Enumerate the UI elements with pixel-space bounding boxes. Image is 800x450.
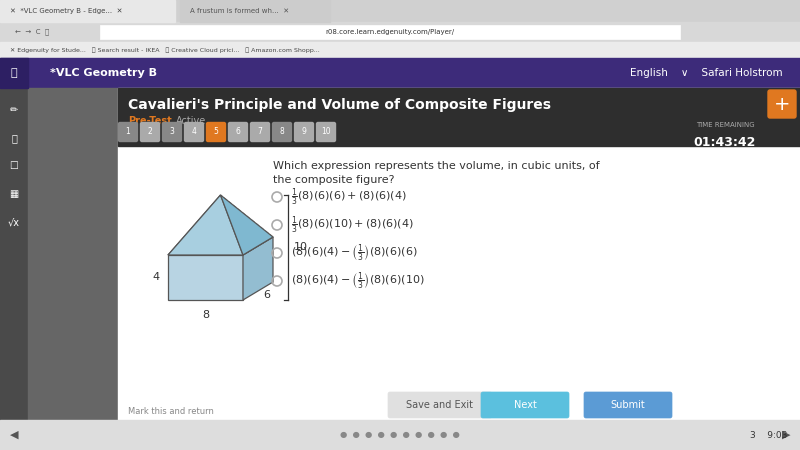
- Bar: [0, 0, 175, 22]
- Text: ☐: ☐: [10, 161, 18, 171]
- Text: ▶: ▶: [782, 430, 790, 440]
- Text: Active: Active: [176, 116, 206, 126]
- Text: 4: 4: [153, 273, 159, 283]
- FancyBboxPatch shape: [388, 392, 492, 418]
- Bar: [28, 88, 118, 420]
- FancyBboxPatch shape: [584, 392, 672, 418]
- Text: 7: 7: [258, 127, 262, 136]
- FancyBboxPatch shape: [185, 122, 203, 141]
- Text: √x: √x: [8, 217, 20, 227]
- FancyBboxPatch shape: [481, 392, 569, 418]
- FancyBboxPatch shape: [118, 122, 138, 141]
- FancyBboxPatch shape: [317, 122, 335, 141]
- Text: Save and Exit: Save and Exit: [406, 400, 474, 410]
- FancyBboxPatch shape: [141, 122, 159, 141]
- Text: ✕  *VLC Geometry B - Edge...  ✕: ✕ *VLC Geometry B - Edge... ✕: [10, 8, 122, 14]
- FancyBboxPatch shape: [294, 122, 314, 141]
- FancyBboxPatch shape: [250, 122, 270, 141]
- Text: Next: Next: [514, 400, 537, 410]
- Text: r08.core.learn.edgenuity.com/Player/: r08.core.learn.edgenuity.com/Player/: [326, 29, 454, 35]
- Text: Mark this and return: Mark this and return: [128, 408, 214, 417]
- FancyBboxPatch shape: [162, 122, 182, 141]
- Text: 10: 10: [294, 243, 308, 252]
- Bar: [180, 0, 330, 22]
- Bar: [0, 88, 28, 420]
- Text: 6: 6: [235, 127, 241, 136]
- Text: $(8)(6)(4) - \left(\frac{1}{3}\right)(8)(6)(6)$: $(8)(6)(4) - \left(\frac{1}{3}\right)(8)…: [291, 243, 418, 264]
- Polygon shape: [243, 237, 273, 300]
- FancyBboxPatch shape: [768, 90, 796, 118]
- Text: 10: 10: [321, 127, 331, 136]
- Text: the composite figure?: the composite figure?: [273, 175, 394, 185]
- Text: 8: 8: [202, 310, 209, 320]
- Text: A frustum is formed wh...  ✕: A frustum is formed wh... ✕: [190, 8, 289, 14]
- Text: Cavalieri's Principle and Volume of Composite Figures: Cavalieri's Principle and Volume of Comp…: [128, 98, 551, 112]
- Bar: [0, 420, 800, 450]
- Text: English    ∨    Safari Holstrom: English ∨ Safari Holstrom: [630, 68, 782, 78]
- Text: ✏: ✏: [10, 105, 18, 115]
- Text: +: +: [774, 94, 790, 113]
- Text: Submit: Submit: [610, 400, 646, 410]
- Bar: [0, 58, 28, 88]
- Bar: [0, 42, 800, 58]
- Text: 🎧: 🎧: [11, 133, 17, 143]
- Bar: [118, 88, 800, 146]
- Polygon shape: [168, 195, 221, 255]
- Text: 8: 8: [280, 127, 284, 136]
- Text: $\frac{1}{3}(8)(6)(6) + (8)(6)(4)$: $\frac{1}{3}(8)(6)(6) + (8)(6)(4)$: [291, 186, 406, 208]
- Bar: [0, 0, 800, 22]
- Text: 🔦: 🔦: [10, 68, 18, 78]
- Text: 01:43:42: 01:43:42: [694, 136, 756, 149]
- Text: 2: 2: [148, 127, 152, 136]
- Text: 9: 9: [302, 127, 306, 136]
- Text: 6: 6: [263, 290, 270, 300]
- Text: $\frac{1}{3}(8)(6)(10) + (8)(6)(4)$: $\frac{1}{3}(8)(6)(10) + (8)(6)(4)$: [291, 214, 414, 236]
- Text: ▦: ▦: [10, 189, 18, 199]
- Bar: [118, 88, 800, 420]
- Text: 3: 3: [170, 127, 174, 136]
- Text: Pre-Test: Pre-Test: [128, 116, 172, 126]
- FancyBboxPatch shape: [273, 122, 291, 141]
- Text: 5: 5: [214, 127, 218, 136]
- Bar: [0, 22, 800, 42]
- Text: ◀: ◀: [10, 430, 18, 440]
- Polygon shape: [168, 195, 243, 255]
- Text: 4: 4: [191, 127, 197, 136]
- Text: ←  →  C  ⓘ: ← → C ⓘ: [15, 29, 50, 35]
- Text: TIME REMAINING: TIME REMAINING: [696, 122, 754, 128]
- FancyBboxPatch shape: [229, 122, 247, 141]
- Text: ✕ Edgenuity for Stude...   🔖 Search result - IKEA   🔶 Creative Cloud prici...   : ✕ Edgenuity for Stude... 🔖 Search result…: [10, 47, 320, 53]
- Polygon shape: [168, 237, 273, 255]
- Text: *VLC Geometry B: *VLC Geometry B: [50, 68, 157, 78]
- FancyBboxPatch shape: [206, 122, 226, 141]
- Text: 1: 1: [126, 127, 130, 136]
- Bar: [100, 25, 680, 39]
- Bar: [0, 88, 28, 420]
- Bar: [0, 58, 800, 88]
- Polygon shape: [168, 255, 243, 300]
- Text: 3    9:03: 3 9:03: [750, 431, 787, 440]
- Polygon shape: [221, 195, 273, 255]
- Text: $(8)(6)(4) - \left(\frac{1}{3}\right)(8)(6)(10)$: $(8)(6)(4) - \left(\frac{1}{3}\right)(8)…: [291, 270, 425, 292]
- Text: Which expression represents the volume, in cubic units, of: Which expression represents the volume, …: [273, 161, 600, 171]
- Text: ●  ●  ●  ●  ●  ●  ●  ●  ●  ●: ● ● ● ● ● ● ● ● ● ●: [340, 431, 460, 440]
